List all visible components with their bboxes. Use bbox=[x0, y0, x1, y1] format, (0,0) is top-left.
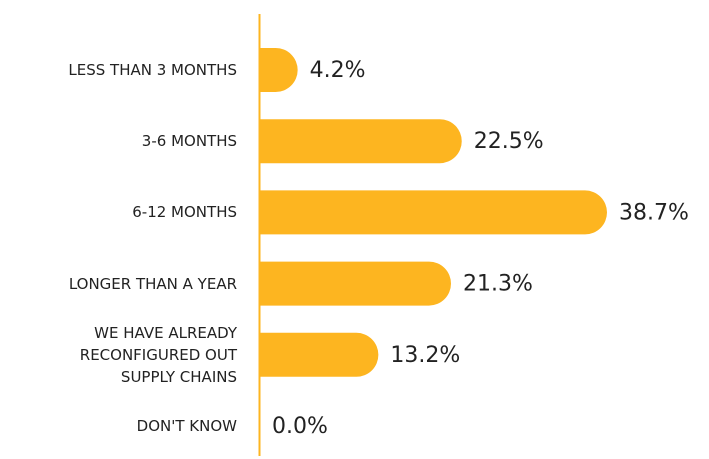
category-label: LESS THAN 3 MONTHS bbox=[68, 61, 237, 79]
category-label: 3-6 MONTHS bbox=[141, 132, 237, 151]
category-label: WE HAVE ALREADY RECONFIGURED OUT SUPPLY … bbox=[79, 323, 237, 386]
value-label: 4.2% bbox=[310, 58, 366, 83]
value-label: 22.5% bbox=[474, 129, 544, 154]
category-label: LONGER THAN A YEAR bbox=[68, 274, 237, 293]
value-label: 21.3% bbox=[463, 272, 533, 297]
value-label: 38.7% bbox=[619, 200, 689, 225]
bar bbox=[260, 332, 379, 377]
value-label: 13.2% bbox=[390, 343, 460, 368]
bar bbox=[260, 261, 451, 306]
category-label: DON'T KNOW bbox=[136, 417, 237, 435]
value-label: 0.0% bbox=[272, 414, 328, 439]
bar bbox=[260, 119, 462, 164]
bar bbox=[260, 190, 607, 235]
bar bbox=[260, 48, 298, 92]
category-label: 6-12 MONTHS bbox=[132, 203, 237, 222]
